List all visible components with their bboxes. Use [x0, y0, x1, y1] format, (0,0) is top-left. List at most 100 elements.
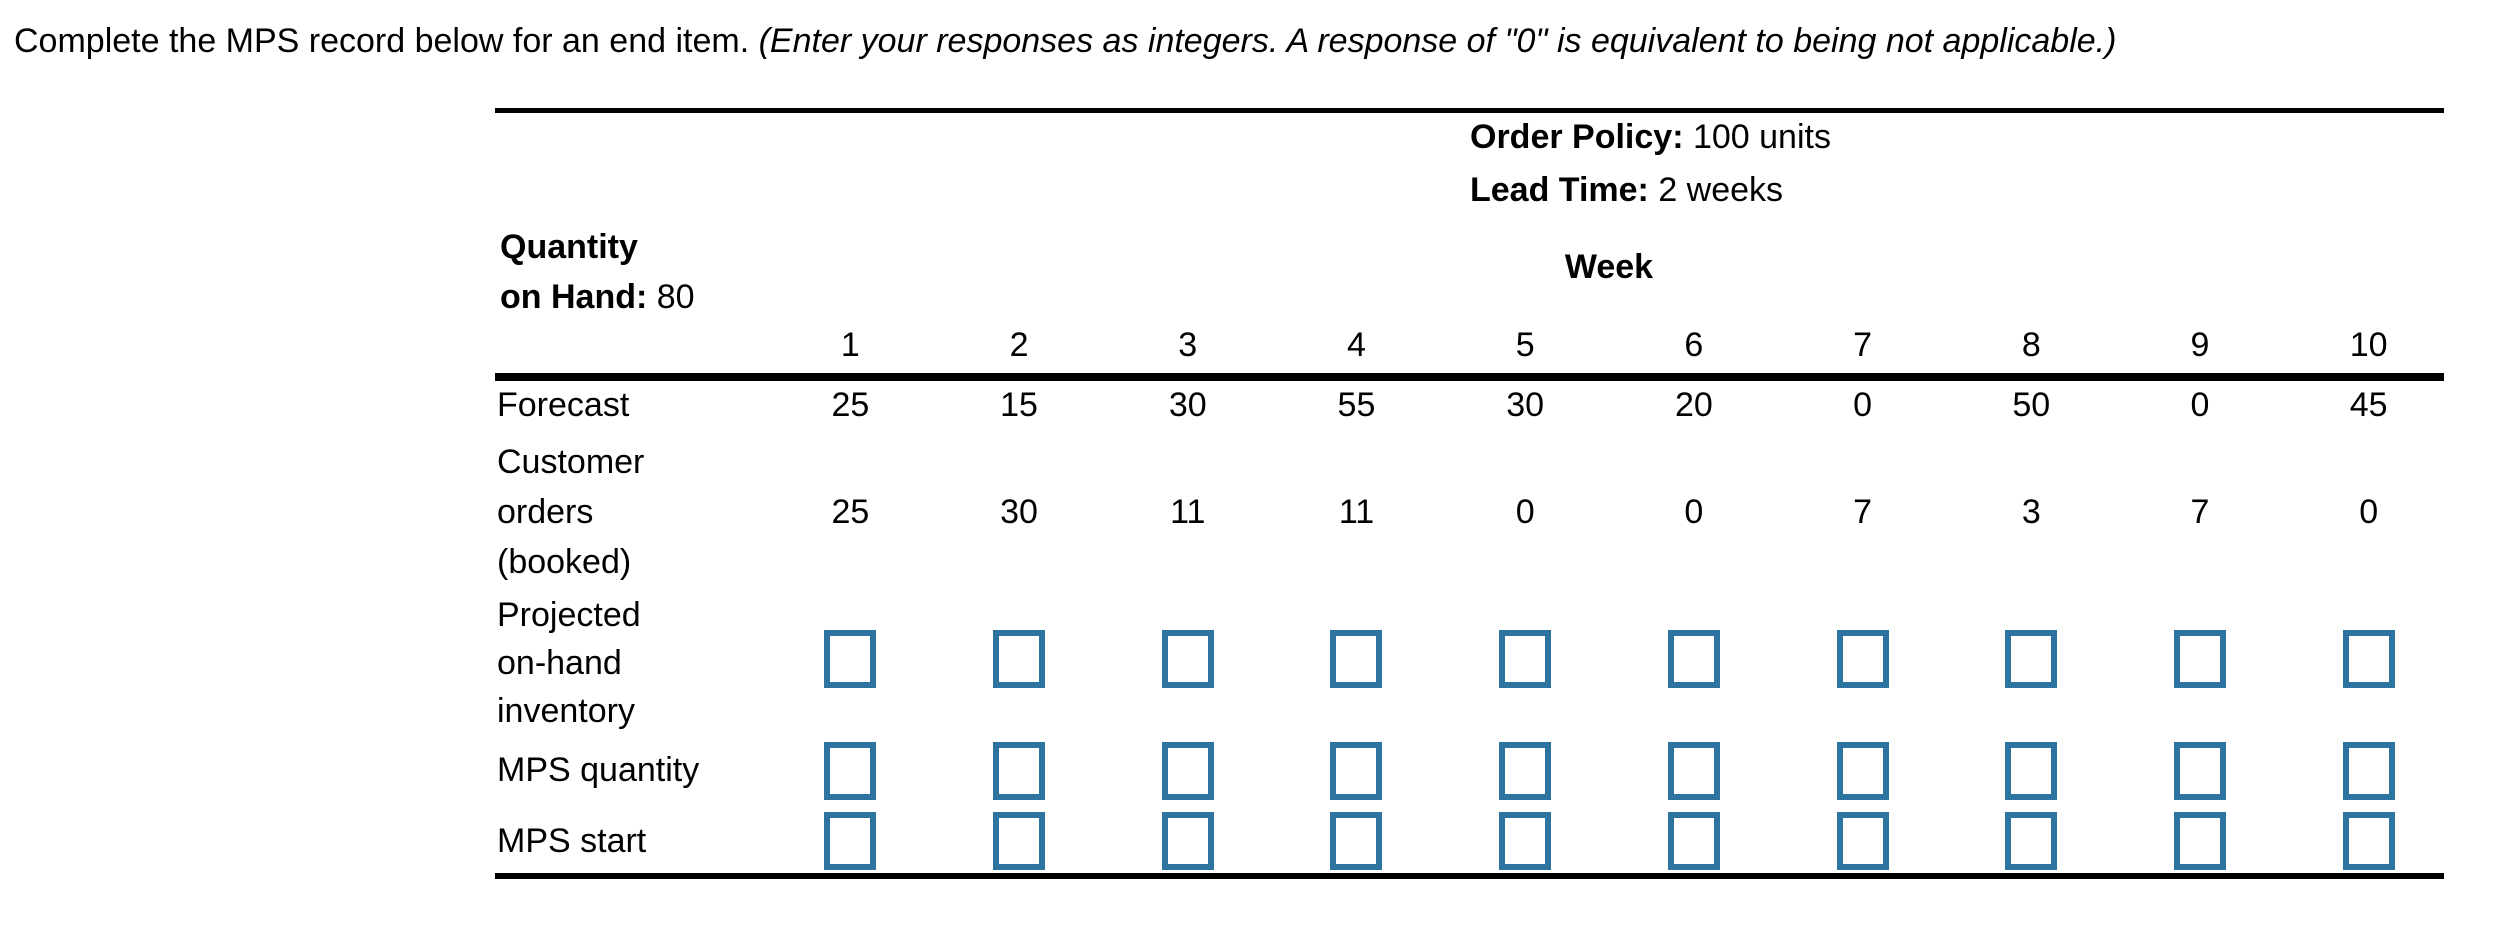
projected-inventory-input[interactable] — [824, 630, 877, 688]
mps-quantity-input[interactable] — [1836, 742, 1889, 800]
customer-orders-value: 25 — [831, 493, 870, 531]
instruction-note: (Enter your responses as integers. A res… — [758, 22, 2117, 60]
mps-quantity-input[interactable] — [1667, 742, 1720, 800]
input-cell — [1441, 742, 1610, 800]
forecast-value: 50 — [2012, 386, 2051, 424]
customer-orders-value: 0 — [2359, 493, 2379, 531]
customer-orders-values-row: 25 30 11 11 0 0 7 3 7 0 — [766, 490, 2453, 534]
projected-inventory-input[interactable] — [1667, 630, 1720, 688]
quantity-on-hand-block: Quantity on Hand: 80 — [500, 222, 695, 322]
forecast-value: 0 — [2190, 386, 2210, 424]
input-cell — [1778, 742, 1947, 800]
mps-start-input[interactable] — [1499, 812, 1552, 870]
week-number: 5 — [1515, 326, 1535, 364]
input-cell — [1103, 742, 1272, 800]
mps-quantity-row-label: MPS quantity — [497, 751, 700, 789]
forecast-value: 30 — [1506, 386, 1545, 424]
input-cell — [766, 742, 935, 800]
mps-start-input[interactable] — [1330, 812, 1383, 870]
mps-quantity-input[interactable] — [1330, 742, 1383, 800]
input-cell — [935, 742, 1104, 800]
table-top-rule — [495, 108, 2444, 113]
mps-quantity-input[interactable] — [824, 742, 877, 800]
mps-start-input[interactable] — [824, 812, 877, 870]
order-policy-label: Order Policy: — [1470, 118, 1684, 156]
input-cell — [1441, 630, 1610, 688]
customer-orders-value: 0 — [1684, 493, 1704, 531]
week-number: 2 — [1009, 326, 1029, 364]
input-cell — [1103, 630, 1272, 688]
instruction-text: Complete the MPS record below for an end… — [14, 19, 2116, 63]
input-cell — [1610, 742, 1779, 800]
projected-inventory-input[interactable] — [1836, 630, 1889, 688]
input-cell — [1947, 812, 2116, 870]
mps-start-input[interactable] — [2173, 812, 2226, 870]
projected-inventory-row-label: Projected on-hand inventory — [497, 596, 641, 730]
mps-quantity-input[interactable] — [2005, 742, 2058, 800]
input-cell — [1947, 630, 2116, 688]
mps-start-input[interactable] — [1667, 812, 1720, 870]
projected-inventory-input[interactable] — [1161, 630, 1214, 688]
week-number: 10 — [2349, 326, 2388, 364]
week-number: 1 — [840, 326, 860, 364]
input-cell — [1441, 812, 1610, 870]
input-cell — [2116, 630, 2285, 688]
input-cell — [766, 630, 935, 688]
week-numbers-row: 1 2 3 4 5 6 7 8 9 10 — [766, 323, 2453, 367]
projected-inventory-input[interactable] — [2173, 630, 2226, 688]
customer-orders-value: 11 — [1338, 493, 1375, 531]
projected-inventory-input[interactable] — [1330, 630, 1383, 688]
mps-start-input[interactable] — [2342, 812, 2395, 870]
forecast-value: 25 — [831, 386, 870, 424]
lead-time-line: Lead Time: 2 weeks — [1470, 168, 1783, 212]
input-cell — [1778, 812, 1947, 870]
instruction-main: Complete the MPS record below for an end… — [14, 22, 750, 60]
input-cell — [2284, 812, 2453, 870]
forecast-value: 20 — [1674, 386, 1713, 424]
mps-start-input[interactable] — [1836, 812, 1889, 870]
input-cell — [2284, 630, 2453, 688]
mps-quantity-input[interactable] — [2342, 742, 2395, 800]
customer-orders-value: 3 — [2021, 493, 2041, 531]
mps-quantity-input[interactable] — [1161, 742, 1214, 800]
projected-inventory-input[interactable] — [1499, 630, 1552, 688]
forecast-values-row: 25 15 30 55 30 20 0 50 0 45 — [766, 383, 2453, 427]
input-cell — [1272, 742, 1441, 800]
input-cell — [1778, 630, 1947, 688]
forecast-row-label: Forecast — [497, 386, 630, 424]
week-header-label: Week — [1564, 248, 1654, 286]
order-policy-value: 100 units — [1692, 118, 1831, 156]
mps-start-input[interactable] — [993, 812, 1046, 870]
input-cell — [1272, 630, 1441, 688]
week-number: 9 — [2190, 326, 2210, 364]
mps-start-inputs-row — [766, 812, 2453, 870]
customer-orders-value: 0 — [1515, 493, 1535, 531]
forecast-value: 30 — [1168, 386, 1207, 424]
projected-inventory-input[interactable] — [2342, 630, 2395, 688]
table-bottom-rule — [495, 873, 2444, 879]
mps-quantity-input[interactable] — [993, 742, 1046, 800]
week-number: 6 — [1684, 326, 1704, 364]
mps-start-input[interactable] — [2005, 812, 2058, 870]
forecast-value: 45 — [2349, 386, 2388, 424]
forecast-value: 15 — [1000, 386, 1038, 424]
order-policy-line: Order Policy: 100 units — [1470, 115, 1831, 159]
projected-inventory-input[interactable] — [2005, 630, 2058, 688]
mps-quantity-input[interactable] — [1499, 742, 1552, 800]
input-cell — [2116, 812, 2285, 870]
projected-inventory-input[interactable] — [993, 630, 1046, 688]
forecast-value: 0 — [1853, 386, 1873, 424]
input-cell — [1610, 630, 1779, 688]
mps-quantity-input[interactable] — [2173, 742, 2226, 800]
mps-start-input[interactable] — [1161, 812, 1214, 870]
customer-orders-value: 11 — [1170, 493, 1206, 531]
table-header-rule — [495, 373, 2444, 381]
lead-time-label: Lead Time: — [1470, 171, 1649, 209]
input-cell — [1272, 812, 1441, 870]
forecast-value: 55 — [1337, 386, 1376, 424]
input-cell — [2116, 742, 2285, 800]
input-cell — [935, 630, 1104, 688]
input-cell — [766, 812, 935, 870]
week-number: 8 — [2021, 326, 2041, 364]
input-cell — [2284, 742, 2453, 800]
